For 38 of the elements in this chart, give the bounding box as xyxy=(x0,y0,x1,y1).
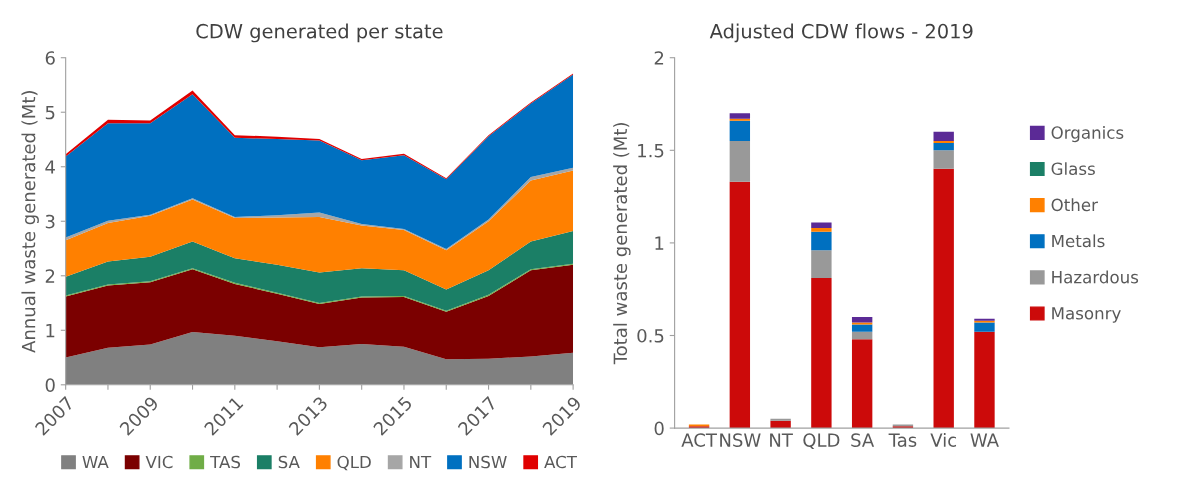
y-tick-label: 5 xyxy=(45,105,55,120)
chart-title: CDW generated per state xyxy=(196,23,443,43)
legend-label: WA xyxy=(82,455,109,469)
legend-label: Glass xyxy=(1051,162,1095,176)
y-tick-label: 1 xyxy=(655,236,664,250)
x-tick-label: NSW xyxy=(720,433,761,447)
legend-label: VIC xyxy=(145,455,173,469)
legend-label: Other xyxy=(1051,198,1098,212)
legend-label: SA xyxy=(278,455,300,469)
x-tick-label: QLD xyxy=(803,433,840,449)
legend-label: Metals xyxy=(1052,234,1105,248)
legend-label: NT xyxy=(410,455,432,469)
y-tick-label: 6 xyxy=(45,51,55,65)
x-tick-label: WA xyxy=(970,433,999,447)
y-tick-label: 2 xyxy=(654,51,664,65)
y-tick-label: 2 xyxy=(45,269,55,283)
legend-label: Organics xyxy=(1051,126,1124,143)
chart-title: Adjusted CDW flows - 2019 xyxy=(709,23,973,43)
y-tick-label: 3 xyxy=(45,214,55,229)
y-axis-title: Annual waste generated (Mt) xyxy=(21,91,39,353)
x-tick-label: SA xyxy=(851,433,875,447)
legend-label: QLD xyxy=(337,455,371,471)
y-axis-title: Total waste generated (Mt) xyxy=(613,123,631,365)
y-tick-label: 1 xyxy=(46,323,55,338)
y-tick-label: 1.5 xyxy=(638,144,664,158)
legend-label: NSW xyxy=(469,455,507,469)
legend-label: Hazardous xyxy=(1052,270,1139,284)
legend-label: TAS xyxy=(210,455,241,469)
y-tick-label: 0 xyxy=(45,378,55,392)
y-tick-label: 0.5 xyxy=(637,328,664,343)
x-tick-label: NT xyxy=(770,433,793,447)
y-tick-label: 0 xyxy=(654,421,664,436)
x-tick-label: Tas xyxy=(888,433,917,447)
legend-label: ACT xyxy=(544,455,577,469)
x-tick-label: Vic xyxy=(930,432,957,447)
x-tick-label: ACT xyxy=(681,433,717,447)
legend-label: Masonry xyxy=(1052,307,1121,323)
y-tick-label: 4 xyxy=(45,160,55,174)
